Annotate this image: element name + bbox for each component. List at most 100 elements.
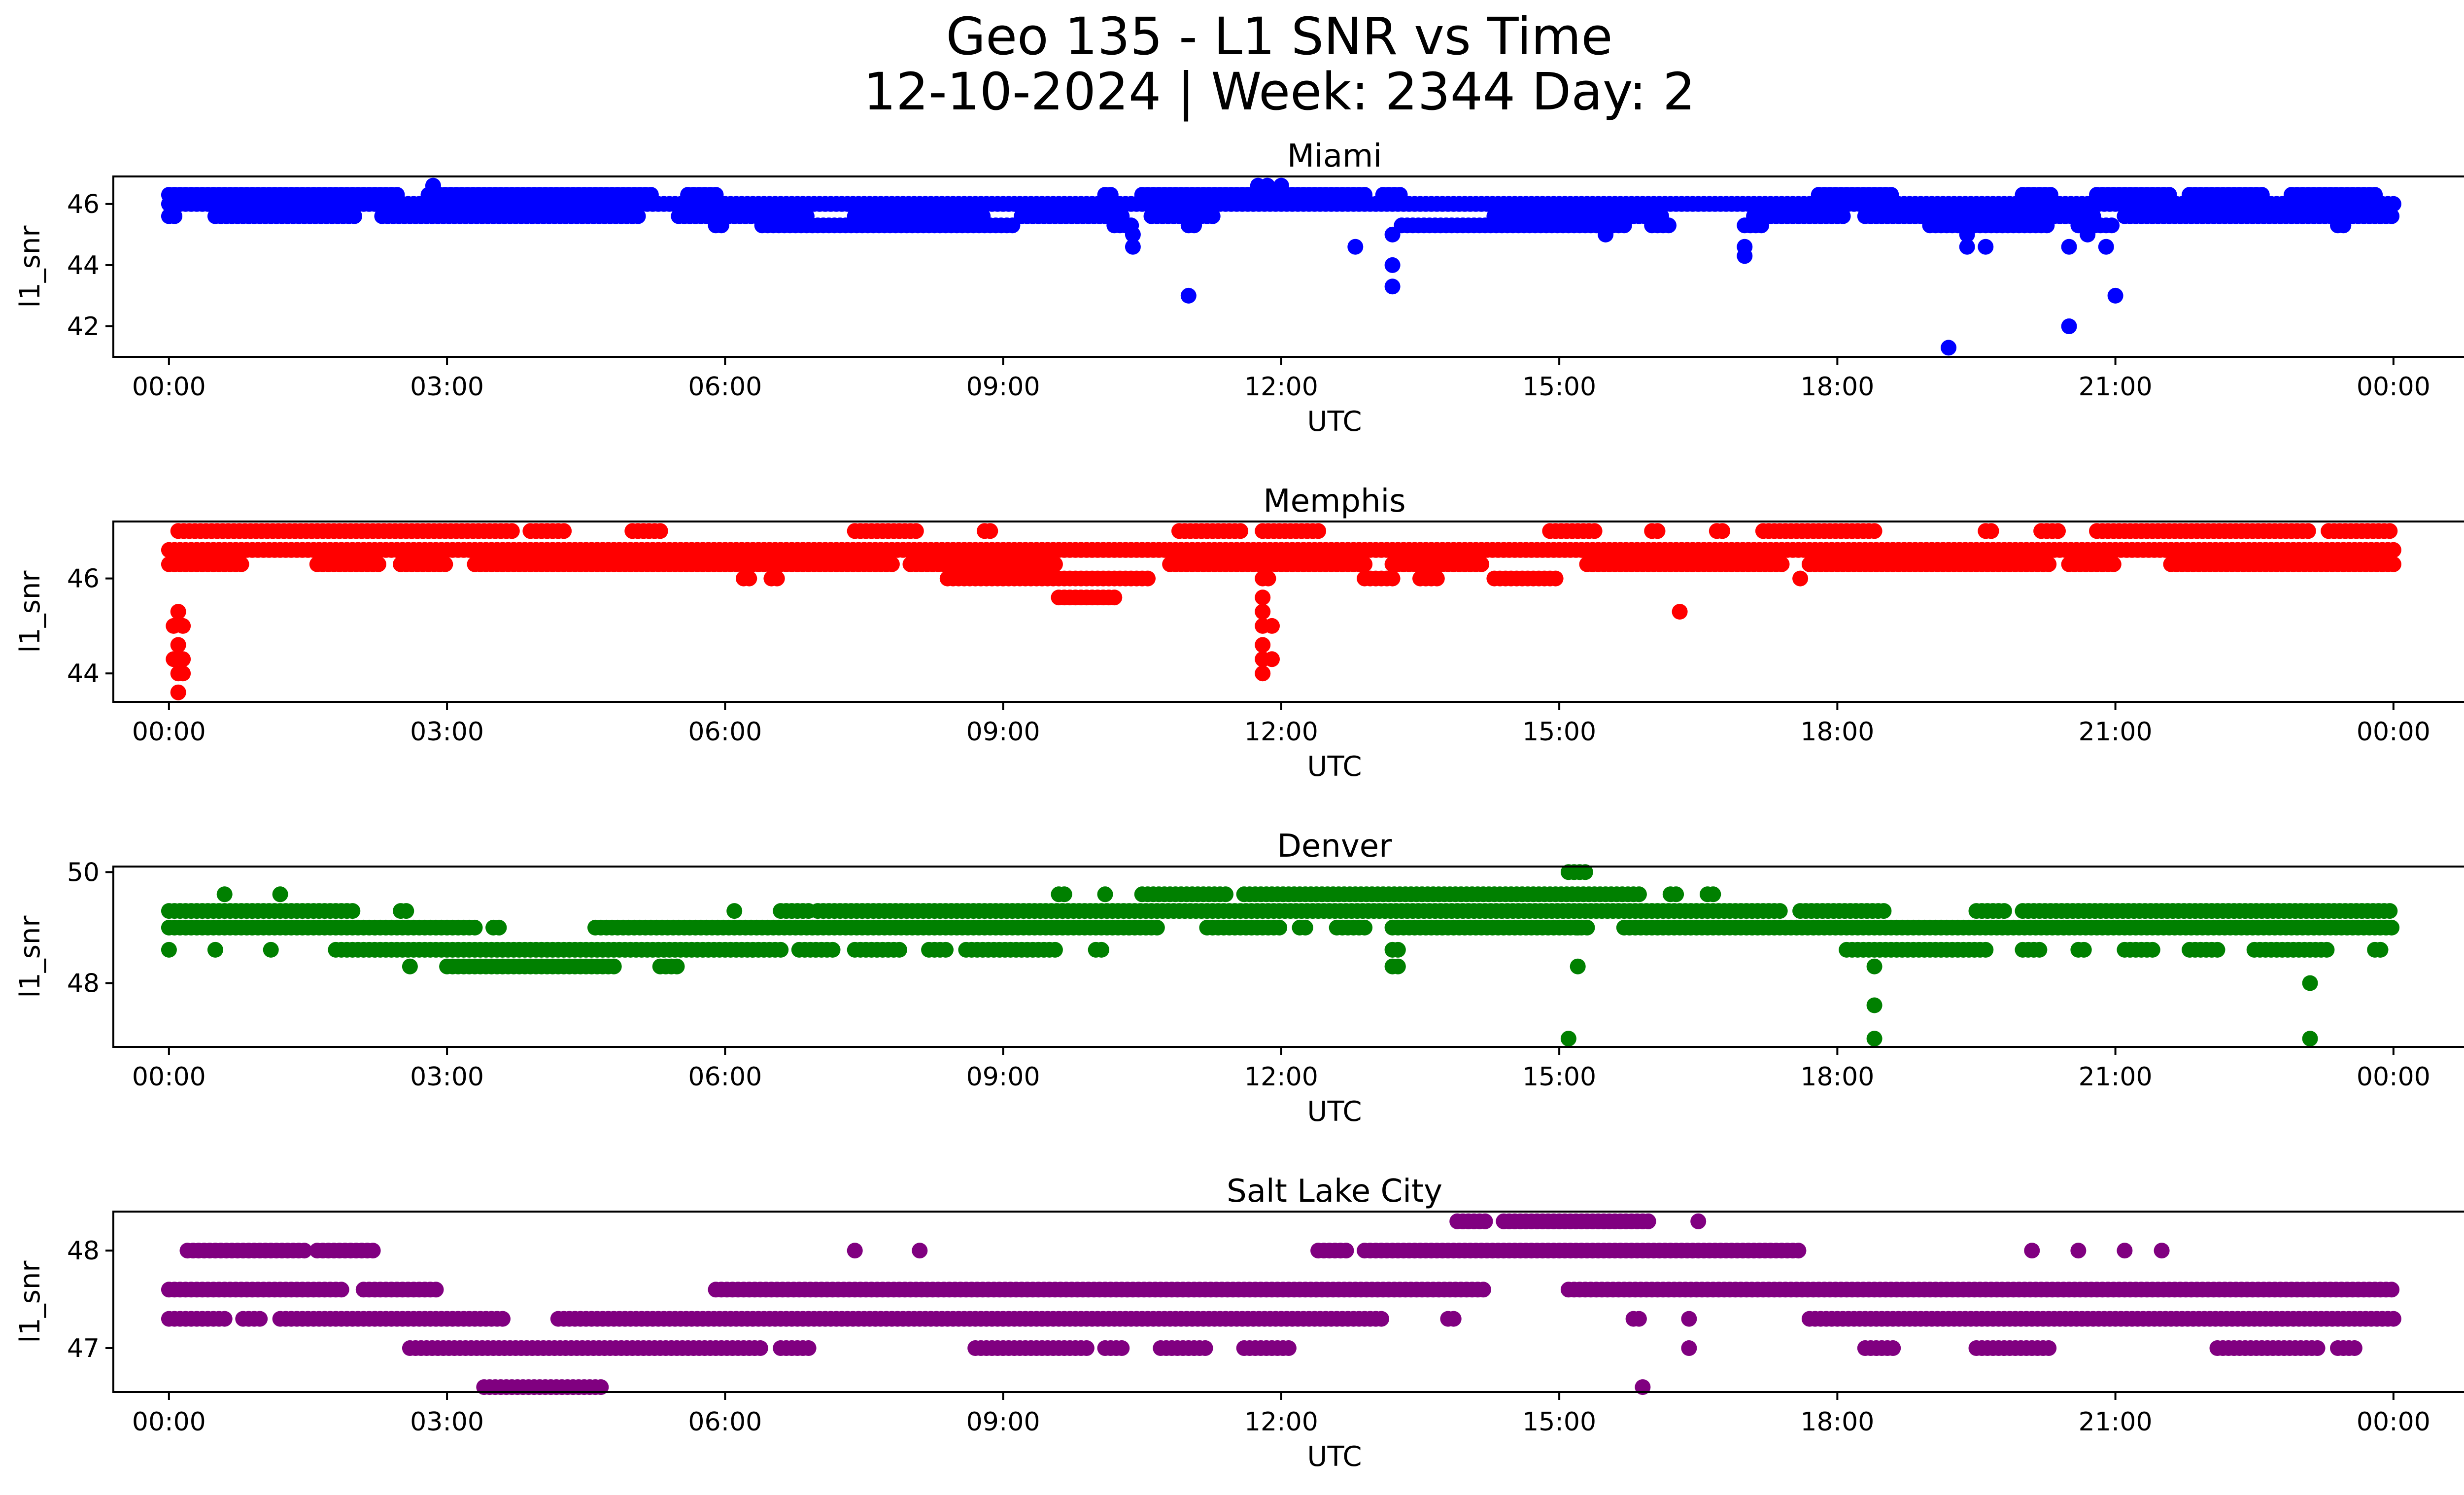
x-tick-label: 06:00 xyxy=(688,372,762,402)
data-point xyxy=(1255,637,1271,653)
panel-title: Salt Lake City xyxy=(1227,1173,1442,1210)
data-point xyxy=(170,604,186,620)
data-point xyxy=(1640,1213,1656,1229)
data-point xyxy=(1255,665,1271,682)
x-tick-label: 00:00 xyxy=(132,717,206,747)
data-point xyxy=(630,208,646,224)
data-point xyxy=(726,903,743,919)
y-tick-label: 47 xyxy=(67,1334,100,1363)
data-point xyxy=(741,570,757,587)
data-point xyxy=(1560,1031,1576,1047)
data-point xyxy=(2385,1311,2401,1327)
data-point xyxy=(402,958,418,974)
data-point xyxy=(752,1340,768,1356)
x-axis-label: UTC xyxy=(1307,1096,1362,1128)
data-point xyxy=(296,1243,312,1259)
data-point xyxy=(1149,919,1165,936)
y-axis-label: l1_snr xyxy=(14,225,46,308)
data-point xyxy=(398,903,414,919)
panel-denver: Denver 00:00 03:00 06:00 09:00 12:00 15:00 18:0… xyxy=(14,828,2464,1128)
data-point xyxy=(2372,941,2389,958)
data-point xyxy=(606,958,622,974)
data-point xyxy=(2382,523,2398,539)
y-tick-label: 46 xyxy=(67,190,100,219)
data-point xyxy=(1047,556,1063,572)
x-axis-label: UTC xyxy=(1307,751,1362,783)
data-point xyxy=(2384,208,2400,224)
data-point xyxy=(1978,941,1994,958)
data-point xyxy=(467,919,483,936)
data-point xyxy=(1753,217,1770,234)
x-tick-label: 12:00 xyxy=(1244,717,1318,747)
data-point xyxy=(1255,604,1271,620)
y-tick-label: 48 xyxy=(67,969,100,998)
y-tick-label: 48 xyxy=(67,1236,100,1266)
data-points xyxy=(161,1213,2401,1395)
y-tick-label: 50 xyxy=(67,858,100,887)
data-point xyxy=(1384,257,1401,273)
x-tick-label: 15:00 xyxy=(1522,372,1596,402)
data-point xyxy=(2385,542,2401,558)
data-point xyxy=(233,556,249,572)
data-point xyxy=(1737,248,1753,264)
data-point xyxy=(2104,217,2120,234)
data-point xyxy=(2384,919,2400,936)
data-point xyxy=(1772,903,1788,919)
data-point xyxy=(1357,919,1373,936)
data-point xyxy=(2384,1282,2400,1298)
data-point xyxy=(1876,903,1892,919)
data-point xyxy=(272,886,288,903)
data-point xyxy=(2382,903,2398,919)
data-point xyxy=(1204,208,1221,224)
data-point xyxy=(207,941,223,958)
data-point xyxy=(1672,604,1688,620)
data-point xyxy=(556,523,572,539)
data-point xyxy=(1218,886,1233,903)
data-point xyxy=(2309,1340,2326,1356)
data-point xyxy=(2107,287,2123,304)
x-tick-label: 03:00 xyxy=(410,372,484,402)
data-point xyxy=(333,1282,349,1298)
data-point xyxy=(1792,570,1809,587)
x-tick-label: 06:00 xyxy=(688,1407,762,1437)
x-tick-label: 21:00 xyxy=(2079,372,2153,402)
data-point xyxy=(1094,941,1109,958)
data-point xyxy=(2335,217,2352,234)
data-point xyxy=(346,208,362,224)
data-point xyxy=(175,651,191,667)
data-point xyxy=(769,570,785,587)
x-tick-label: 00:00 xyxy=(132,1062,206,1092)
plot-frame xyxy=(112,1211,2464,1393)
data-point xyxy=(1140,570,1156,587)
data-point xyxy=(1047,941,1063,958)
data-point xyxy=(652,523,668,539)
data-point xyxy=(713,217,729,234)
data-point xyxy=(1197,1340,1213,1356)
data-point xyxy=(1835,208,1851,224)
data-point xyxy=(891,941,907,958)
panel-salt-lake-city: Salt Lake City 00:00 03:00 06:00 09:00 12:00 1… xyxy=(14,1173,2464,1473)
plot-frame xyxy=(112,521,2464,703)
data-point xyxy=(2385,556,2401,572)
data-point xyxy=(263,941,279,958)
data-point xyxy=(170,684,186,700)
chart-title-line-2: 12-10-2024 | Week: 2344 Day: 2 xyxy=(863,62,1695,122)
data-point xyxy=(1681,1311,1697,1327)
data-point xyxy=(2076,941,2092,958)
data-point xyxy=(1429,570,1445,587)
x-tick-label: 00:00 xyxy=(2357,717,2430,747)
data-point xyxy=(2117,1243,2133,1259)
y-axis-label: l1_snr xyxy=(14,570,46,653)
data-point xyxy=(2070,1243,2087,1259)
y-tick-label: 44 xyxy=(67,251,100,280)
data-point xyxy=(370,556,386,572)
data-point xyxy=(1941,340,1957,356)
panel-miami: Miami 00:00 03:00 06:00 09:00 12:00 15:00 18:00… xyxy=(14,138,2464,438)
data-point xyxy=(1790,1243,1807,1259)
x-tick-label: 09:00 xyxy=(966,1062,1040,1092)
data-point xyxy=(1774,556,1790,572)
data-point xyxy=(1631,1311,1647,1327)
data-point xyxy=(1186,217,1202,234)
data-point xyxy=(912,1243,928,1259)
